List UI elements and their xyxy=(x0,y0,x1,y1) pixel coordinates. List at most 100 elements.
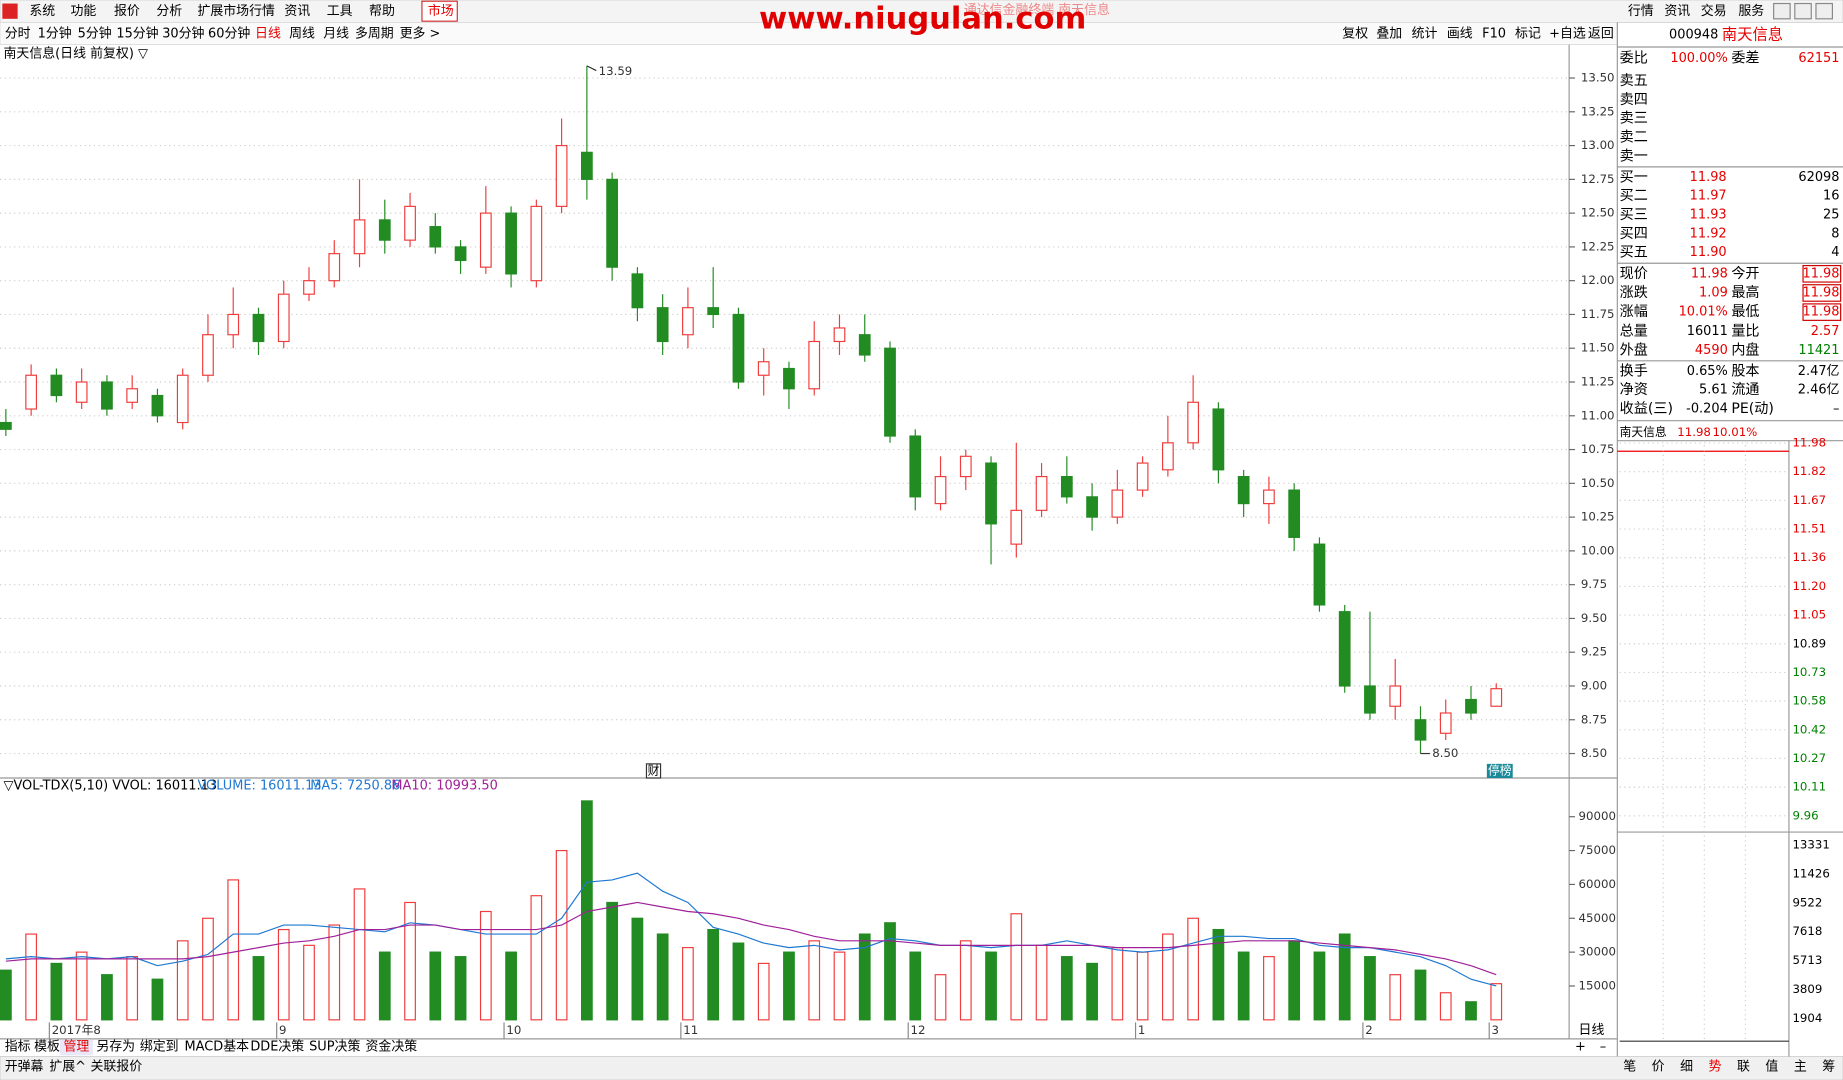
chart-tool[interactable]: +自选 xyxy=(1549,27,1586,42)
y-tick-label: 10.50 xyxy=(1581,476,1615,490)
side-tab[interactable]: 主 xyxy=(1794,1060,1807,1075)
watermark: www.niugulan.com xyxy=(759,1,1086,36)
volume-bar xyxy=(833,951,846,1021)
volume-bar xyxy=(101,974,113,1021)
side-tab[interactable]: 值 xyxy=(1765,1059,1778,1075)
bid-volume: 4 xyxy=(1831,245,1839,260)
period-tab[interactable]: 月线 xyxy=(323,27,349,42)
volume-bar xyxy=(530,895,543,1021)
volume-bar xyxy=(959,940,972,1021)
bottom-tab[interactable]: 绑定到 xyxy=(140,1040,179,1055)
top-button[interactable]: 服务 xyxy=(1738,3,1764,19)
menu-item[interactable]: 系统 xyxy=(29,4,55,19)
bottom-tab[interactable]: 模板 xyxy=(34,1040,60,1055)
y-tick-label: 9.25 xyxy=(1581,645,1607,659)
side-tab[interactable]: 笔 xyxy=(1623,1059,1636,1075)
candle-body xyxy=(682,307,694,336)
top-button[interactable]: 资讯 xyxy=(1664,4,1690,19)
period-tab[interactable]: 60分钟 xyxy=(208,26,250,42)
menu-item[interactable]: 报价 xyxy=(114,4,140,19)
candle-body xyxy=(75,381,88,403)
period-tab[interactable]: 5分钟 xyxy=(78,26,112,42)
zoom-button[interactable]: + xyxy=(1575,1040,1586,1055)
menu-item[interactable]: 扩展市场行情 xyxy=(197,3,275,19)
bottom-tab[interactable]: DDE决策 xyxy=(250,1039,304,1055)
candle-body xyxy=(858,334,871,356)
menu-item[interactable]: 资讯 xyxy=(284,4,310,19)
status-item[interactable]: 关联报价 xyxy=(91,1060,143,1075)
side-tab[interactable]: 势 xyxy=(1709,1059,1722,1075)
period-tab[interactable]: 15分钟 xyxy=(116,26,158,42)
candle-body xyxy=(1263,489,1275,505)
candle-body xyxy=(126,388,139,403)
ask-label: 卖五 xyxy=(1620,73,1648,89)
bottom-tab[interactable]: 另存为 xyxy=(96,1040,135,1055)
top-button[interactable]: 行情 xyxy=(1628,4,1654,19)
volume-bar xyxy=(328,924,341,1021)
chart-tool[interactable]: 画线 xyxy=(1447,27,1473,42)
period-tab[interactable]: 1分钟 xyxy=(38,26,72,42)
status-item[interactable]: 扩展^ xyxy=(49,1060,86,1075)
bottom-tab[interactable]: MACD基本 xyxy=(185,1040,250,1055)
menu-item[interactable]: 分析 xyxy=(156,4,182,19)
candle-body xyxy=(1187,401,1200,444)
candle-body xyxy=(884,347,896,437)
chart-tool[interactable]: 标记 xyxy=(1515,27,1541,42)
side-tab[interactable]: 联 xyxy=(1737,1060,1750,1075)
top-button[interactable]: 交易 xyxy=(1701,3,1727,19)
period-tab[interactable]: 更多 > xyxy=(400,27,441,42)
period-tab[interactable]: 周线 xyxy=(289,27,315,42)
chart-tool[interactable]: 返回 xyxy=(1588,27,1614,42)
volume-bar xyxy=(505,951,517,1021)
mini-price-label: 9.96 xyxy=(1792,808,1818,822)
minimize[interactable] xyxy=(1773,2,1791,20)
menu-item[interactable]: 功能 xyxy=(71,4,97,19)
value-box xyxy=(1802,303,1842,321)
chart-tool[interactable]: 叠加 xyxy=(1376,27,1402,42)
mini-volume-label: 13331 xyxy=(1792,837,1829,851)
y-tick-label: 12.25 xyxy=(1581,239,1615,253)
side-tab[interactable]: 细 xyxy=(1680,1060,1693,1075)
quote-value: 5.61 xyxy=(1699,383,1728,398)
quote-label: PE(动) xyxy=(1731,401,1774,417)
volume-bar xyxy=(909,951,922,1021)
close[interactable] xyxy=(1815,2,1834,20)
menu-item[interactable]: 市场 xyxy=(428,3,454,19)
restore[interactable] xyxy=(1794,2,1812,20)
y-tick-label: 10.00 xyxy=(1581,543,1615,557)
period-tab[interactable]: 日线 xyxy=(255,27,281,42)
volume-bar xyxy=(227,879,240,1021)
y-tick-label: 90000 xyxy=(1579,809,1616,823)
chart-tool[interactable]: 统计 xyxy=(1412,27,1438,42)
bottom-tab[interactable]: 管理 xyxy=(63,1040,89,1055)
menu-item[interactable]: 帮助 xyxy=(369,4,395,19)
mini-price-label: 10.11 xyxy=(1792,780,1826,794)
chart-tool[interactable]: 复权 xyxy=(1342,26,1368,42)
candle-body xyxy=(783,367,795,390)
volume-bar xyxy=(1187,917,1200,1021)
period-tab[interactable]: 多周期 xyxy=(355,27,394,42)
marker-box xyxy=(1486,763,1513,778)
x-tick-label: 3 xyxy=(1492,1023,1499,1037)
bottom-tab[interactable]: 资金决策 xyxy=(366,1039,418,1055)
side-tab[interactable]: 价 xyxy=(1652,1060,1665,1075)
volume-bar xyxy=(353,888,366,1021)
zoom-button[interactable]: – xyxy=(1600,1040,1606,1055)
side-tab[interactable]: 筹 xyxy=(1822,1059,1835,1075)
status-item[interactable]: 开弹幕 xyxy=(5,1060,44,1075)
y-tick-label: 13.50 xyxy=(1581,71,1615,85)
period-tab[interactable]: 30分钟 xyxy=(162,26,204,42)
active-tab xyxy=(59,1040,93,1056)
quote-value: 1.09 xyxy=(1699,285,1728,300)
menu-item[interactable]: 工具 xyxy=(327,4,353,19)
y-tick-label: 11.00 xyxy=(1581,408,1615,422)
bid-volume: 62098 xyxy=(1798,170,1839,185)
bottom-tab[interactable]: SUP决策 xyxy=(309,1039,360,1055)
quote-label: 净资 xyxy=(1620,382,1648,398)
period-tab[interactable]: 分时 xyxy=(5,27,31,42)
candle-body xyxy=(606,178,619,268)
candle-body xyxy=(1161,442,1174,471)
period-label: 日线 xyxy=(1579,1023,1605,1038)
bottom-tab[interactable]: 指标 xyxy=(5,1040,31,1055)
chart-tool[interactable]: F10 xyxy=(1482,27,1506,42)
